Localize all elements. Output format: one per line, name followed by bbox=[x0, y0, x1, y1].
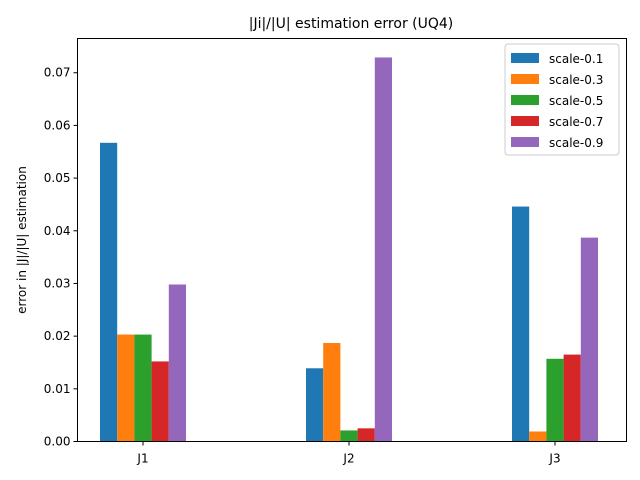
bar-scale-0.9-J3 bbox=[580, 237, 598, 442]
bar-scale-0.7-J3 bbox=[563, 354, 581, 442]
y-tick-label: 0.04 bbox=[44, 224, 71, 238]
chart-title: |Ji|/|U| estimation error (UQ4) bbox=[249, 16, 454, 32]
bar-scale-0.7-J2 bbox=[357, 428, 375, 442]
y-axis-label: error in |J|/|U| estimation bbox=[15, 166, 29, 314]
legend-swatch-scale-0.9 bbox=[511, 137, 539, 147]
legend-label-scale-0.7: scale-0.7 bbox=[549, 115, 603, 129]
y-tick-label: 0.03 bbox=[44, 276, 71, 290]
bar-scale-0.3-J1 bbox=[117, 334, 135, 442]
legend-label-scale-0.9: scale-0.9 bbox=[549, 136, 603, 150]
bar-scale-0.3-J3 bbox=[529, 431, 547, 442]
bars-group bbox=[100, 57, 598, 442]
legend: scale-0.1 scale-0.3 scale-0.5 scale-0.7 scal… bbox=[504, 43, 620, 156]
y-tick-label: 0.06 bbox=[44, 118, 71, 132]
bar-scale-0.5-J3 bbox=[546, 358, 564, 442]
legend-label-scale-0.3: scale-0.3 bbox=[549, 73, 603, 87]
legend-box bbox=[504, 43, 620, 156]
y-tick-label: 0.01 bbox=[44, 382, 71, 396]
legend-swatch-scale-0.3 bbox=[511, 74, 539, 84]
plot-frame bbox=[77, 38, 627, 442]
legend-swatch-scale-0.1 bbox=[511, 53, 539, 63]
bar-scale-0.1-J1 bbox=[100, 142, 118, 442]
x-tick-label: J2 bbox=[342, 452, 354, 466]
legend-swatch-scale-0.7 bbox=[511, 116, 539, 126]
bar-scale-0.1-J2 bbox=[306, 368, 324, 442]
bar-scale-0.7-J1 bbox=[151, 361, 169, 442]
bar-scale-0.5-J1 bbox=[134, 334, 152, 442]
legend-swatch-scale-0.5 bbox=[511, 95, 539, 105]
x-axis: J1 J2 J3 bbox=[136, 441, 561, 466]
x-tick-label: J1 bbox=[136, 452, 148, 466]
bar-scale-0.9-J1 bbox=[168, 284, 186, 442]
bar-scale-0.5-J2 bbox=[340, 430, 358, 442]
legend-label-scale-0.1: scale-0.1 bbox=[549, 52, 603, 66]
y-axis: 0.00 0.01 0.02 0.03 0.04 0.05 0.06 0.07 bbox=[44, 66, 78, 449]
bar-scale-0.9-J2 bbox=[374, 57, 392, 442]
y-tick-label: 0.00 bbox=[44, 435, 71, 449]
bar-scale-0.1-J3 bbox=[512, 206, 530, 442]
x-tick-label: J3 bbox=[548, 452, 560, 466]
y-tick-label: 0.07 bbox=[44, 66, 71, 80]
legend-label-scale-0.5: scale-0.5 bbox=[549, 94, 603, 108]
y-tick-label: 0.05 bbox=[44, 171, 71, 185]
y-tick-label: 0.02 bbox=[44, 329, 71, 343]
bar-scale-0.3-J2 bbox=[323, 342, 341, 442]
